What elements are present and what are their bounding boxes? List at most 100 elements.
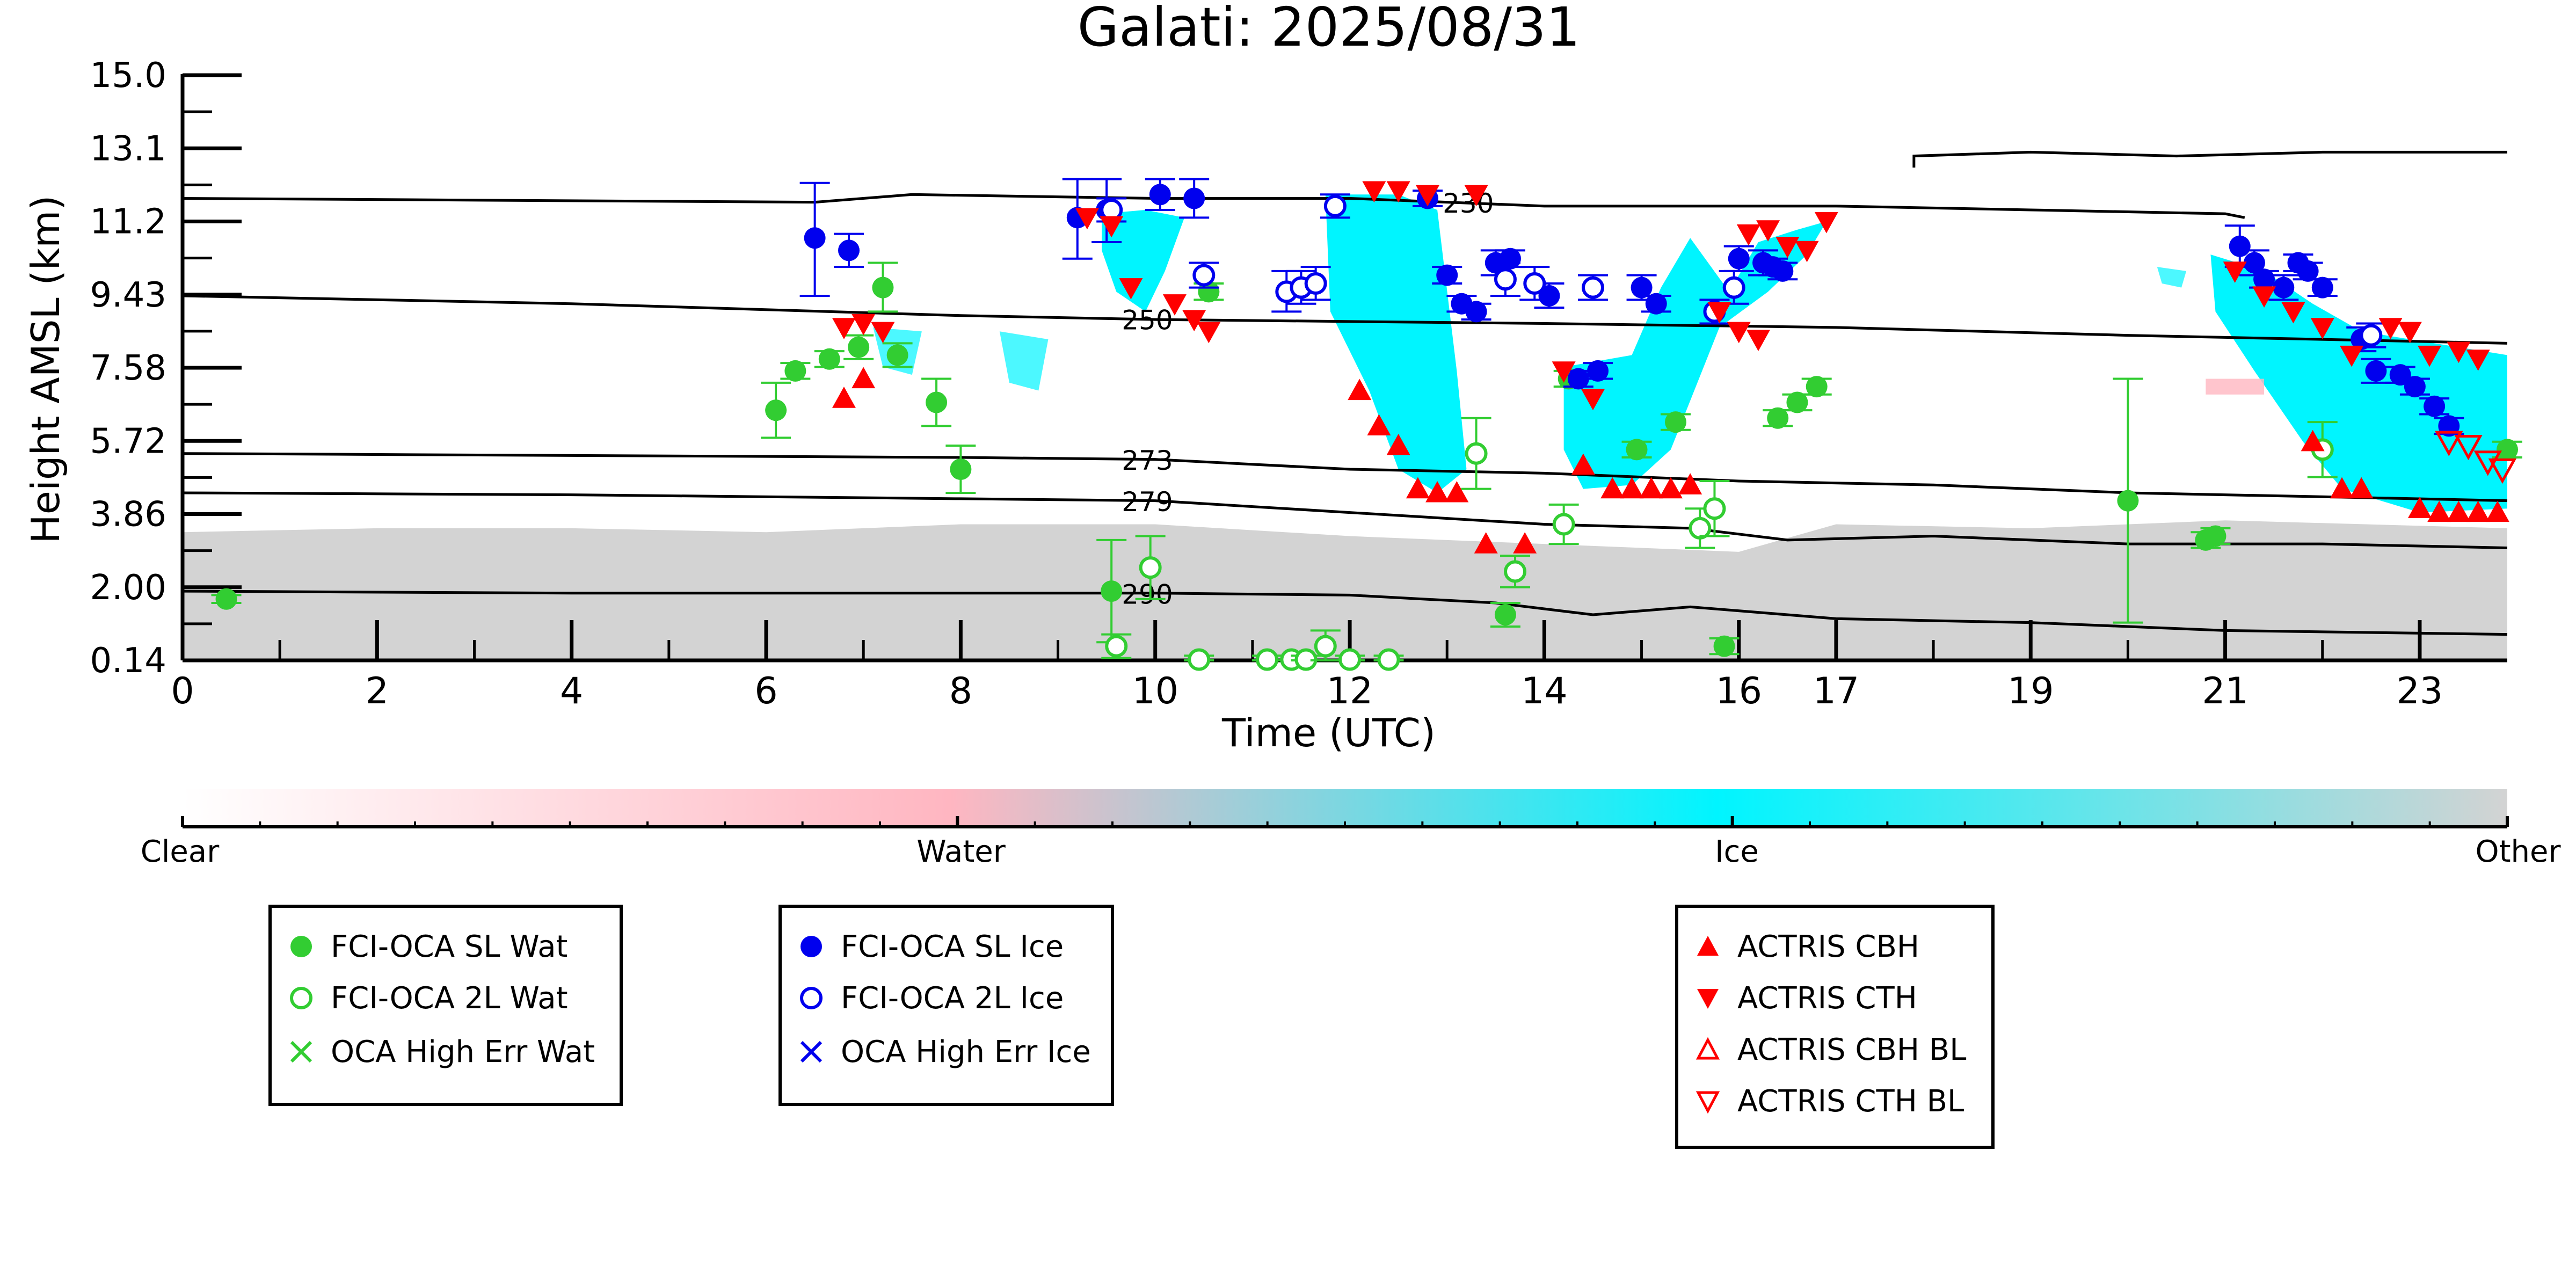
legend-label-cbh-bl: ACTRIS CBH BL	[1737, 1032, 1967, 1067]
marker-actris-cth	[1100, 216, 1124, 238]
marker-fci-oca-2l-wat	[1504, 560, 1527, 583]
marker-actris-cth	[871, 322, 895, 344]
marker-fci-oca-sl-ice	[1538, 285, 1560, 307]
marker-actris-cbh	[1639, 477, 1663, 499]
marker-fci-oca-sl-ice	[838, 239, 860, 261]
marker-fci-oca-2l-wat	[1338, 648, 1362, 671]
legend-label-2l-wat: FCI-OCA 2L Wat	[331, 980, 568, 1016]
marker-actris-cth	[1415, 185, 1439, 207]
isotherm-label: 230	[1443, 188, 1494, 219]
marker-fci-oca-2l-ice	[1523, 272, 1546, 295]
legend-label-sl-wat: FCI-OCA SL Wat	[331, 929, 568, 964]
isotherm-line-6	[1912, 150, 2507, 168]
marker-fci-oca-sl-wat	[1713, 635, 1735, 657]
marker-fci-oca-sl-ice	[1436, 264, 1458, 286]
legend-marker-cbh-bl	[1678, 1036, 1737, 1063]
legend-actris: ACTRIS CBH ACTRIS CTH ACTRIS CBH BL ACTR…	[1675, 905, 1995, 1149]
legend-marker-2l-ice	[782, 985, 841, 1012]
marker-fci-oca-sl-ice	[1645, 293, 1667, 315]
marker-fci-oca-2l-ice	[2360, 324, 2383, 347]
x-axis-label: Time (UTC)	[1221, 710, 1436, 755]
isotherm-label: 290	[1122, 579, 1173, 610]
marker-actris-cbh	[2330, 477, 2354, 499]
marker-fci-oca-2l-wat	[1377, 648, 1400, 671]
isotherm-lines: 230 250 273 279 290	[182, 150, 2508, 636]
marker-actris-cth-bl	[2473, 450, 2502, 476]
marker-actris-cth	[1182, 310, 1206, 332]
marker-actris-cth	[2378, 318, 2403, 339]
x-tick-label: 10	[1132, 670, 1178, 712]
marker-actris-cbh	[1386, 434, 1410, 455]
marker-actris-cth	[2223, 261, 2247, 283]
marker-fci-oca-sl-wat	[2204, 525, 2226, 547]
marker-actris-cth	[832, 318, 856, 339]
marker-fci-oca-sl-ice	[2243, 252, 2265, 274]
y-tick-label: 7.58	[90, 348, 167, 388]
marker-fci-oca-sl-ice	[2229, 235, 2251, 257]
isotherm-line-3	[182, 452, 2508, 503]
marker-actris-cbh	[852, 367, 876, 389]
marker-actris-cbh	[2447, 500, 2471, 522]
marker-actris-cth	[2340, 345, 2364, 367]
marker-actris-cth	[1197, 322, 1221, 344]
marker-fci-oca-sl-wat	[848, 336, 870, 358]
marker-fci-oca-sl-wat	[1806, 376, 1828, 398]
marker-actris-cth	[2281, 302, 2305, 324]
ice-region-3	[1563, 221, 1827, 489]
legend-ice: FCI-OCA SL Ice FCI-OCA 2L Ice OCA High E…	[778, 905, 1114, 1106]
x-tick-label: 19	[2007, 670, 2054, 712]
marker-actris-cth	[2398, 322, 2422, 344]
x-tick-label: 0	[171, 670, 194, 712]
marker-actris-cth	[1075, 208, 1099, 230]
legend-marker-2l-wat	[272, 985, 331, 1012]
marker-fci-oca-sl-ice	[2424, 395, 2446, 417]
colorbar: Clear Water Ice Other	[141, 789, 2561, 869]
x-tick-label: 14	[1521, 670, 1568, 712]
cloud-mask-background	[183, 194, 2507, 660]
marker-actris-cth-bl	[2454, 434, 2483, 461]
marker-fci-oca-sl-ice	[1465, 301, 1487, 323]
marker-actris-cbh	[2407, 497, 2432, 518]
marker-fci-oca-sl-ice	[2311, 276, 2333, 299]
marker-fci-oca-2l-ice	[1192, 264, 1216, 287]
chart-title: Galati: 2025/08/31	[1078, 0, 1581, 59]
marker-fci-oca-2l-wat	[1465, 442, 1488, 465]
colorbar-label-ice: Ice	[1715, 834, 1759, 869]
marker-actris-cbh	[1620, 477, 1644, 499]
marker-fci-oca-sl-wat	[950, 458, 972, 480]
colorbar-ticks	[181, 816, 2509, 828]
isotherm-line-4	[182, 491, 2508, 549]
x-tick-label: 8	[949, 670, 972, 712]
isotherm-line-1	[182, 193, 2245, 219]
marker-actris-cbh	[2427, 500, 2451, 522]
marker-fci-oca-sl-ice	[804, 227, 826, 249]
marker-actris-cbh	[1425, 481, 1450, 503]
marker-actris-cth-bl	[2435, 431, 2463, 456]
other-region	[183, 520, 2507, 660]
y-tick-label: 0.14	[90, 641, 167, 681]
marker-fci-oca-sl-ice	[1567, 368, 1589, 390]
isotherm-line-5	[182, 590, 2508, 636]
marker-actris-cth	[1386, 181, 1410, 203]
colorbar-label-other: Other	[2475, 834, 2561, 869]
marker-actris-cth	[2447, 341, 2471, 363]
marker-actris-cbh	[1367, 414, 1391, 436]
marker-actris-cth	[1727, 322, 1751, 344]
x-tick-label: 2	[366, 670, 389, 712]
marker-fci-oca-sl-wat	[1786, 391, 1808, 413]
marker-fci-oca-sl-ice	[2389, 364, 2411, 386]
marker-actris-cth-bl	[2488, 458, 2517, 484]
marker-actris-cth	[1814, 212, 1838, 234]
marker-actris-cbh	[2349, 477, 2374, 499]
data-markers	[211, 178, 2522, 671]
marker-fci-oca-sl-wat	[872, 276, 894, 299]
marker-fci-oca-2l-wat	[1139, 556, 1162, 579]
y-tick-label: 9.43	[90, 275, 167, 315]
legend-marker-sl-ice	[782, 933, 841, 960]
x-tick-label: 21	[2202, 670, 2248, 712]
legend-marker-cth-bl	[1678, 1088, 1737, 1115]
water-patch	[2206, 379, 2265, 395]
y-tick-label: 11.2	[90, 202, 167, 242]
marker-actris-cbh	[1600, 477, 1625, 499]
marker-actris-cth	[1795, 241, 1819, 263]
